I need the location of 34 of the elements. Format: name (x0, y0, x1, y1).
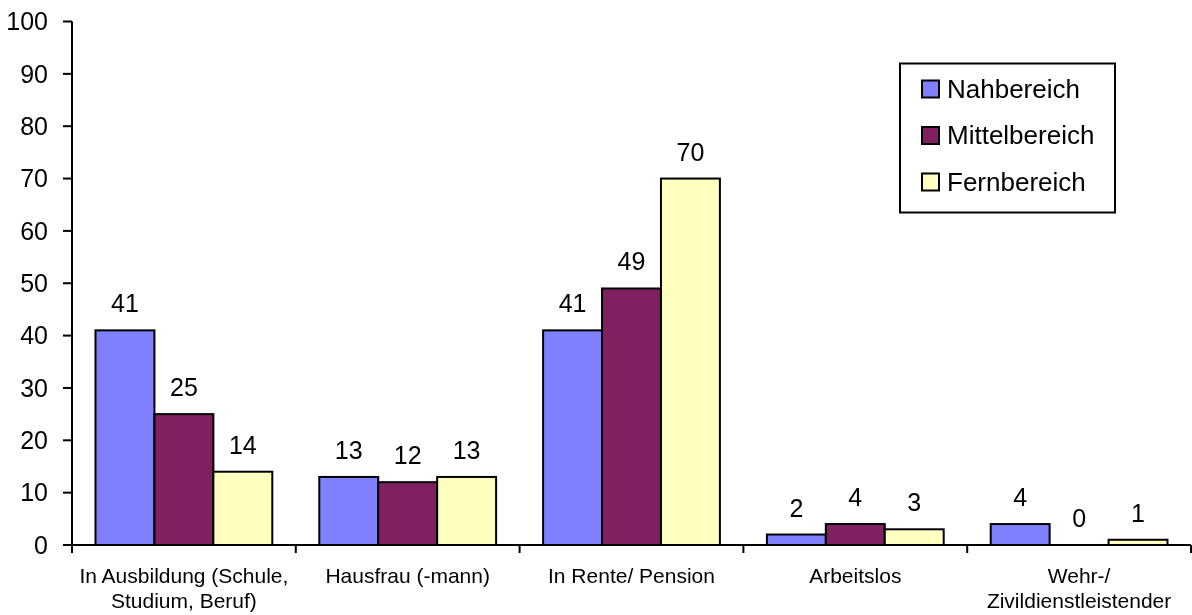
data-label: 1 (1131, 498, 1145, 527)
data-label: 13 (452, 435, 481, 464)
data-label: 70 (676, 137, 705, 166)
y-tick-label: 90 (20, 59, 48, 88)
x-tick-label: Hausfrau (-mann) (325, 564, 490, 587)
y-tick-label: 10 (20, 478, 48, 507)
data-label: 4 (1013, 483, 1028, 512)
x-tick-label: In Rente/ Pension (548, 564, 715, 587)
data-label: 4 (848, 483, 863, 512)
y-tick-label: 50 (20, 269, 48, 297)
y-tick-label: 20 (20, 426, 48, 455)
data-label: 2 (789, 493, 804, 522)
data-label: 41 (111, 289, 139, 318)
y-tick-label: 80 (20, 111, 48, 140)
y-tick-label: 100 (6, 7, 48, 36)
data-label: 41 (558, 289, 587, 318)
x-tick-label: Wehr-/ Zivildienstleistender (986, 564, 1172, 612)
data-label: 13 (334, 435, 363, 464)
legend-label: Fernbereich (947, 166, 1086, 197)
y-tick-label: 60 (20, 216, 48, 245)
x-tick-label: In Ausbildung (Schule, Studium, Beruf) (79, 564, 289, 612)
data-label: 12 (393, 441, 422, 470)
data-label: 14 (228, 430, 257, 459)
legend-label: Mittelbereich (947, 120, 1095, 150)
data-label: 49 (617, 247, 646, 276)
x-tick-label: Arbeitslos (809, 564, 902, 587)
data-label: 25 (169, 373, 198, 402)
legend-label: Nahbereich (947, 73, 1080, 104)
data-label: 3 (907, 488, 922, 517)
y-tick-label: 40 (20, 321, 48, 350)
data-label: 0 (1072, 504, 1087, 532)
y-tick-label: 0 (34, 530, 48, 559)
y-tick-label: 70 (20, 164, 48, 193)
y-tick-label: 30 (20, 373, 48, 402)
